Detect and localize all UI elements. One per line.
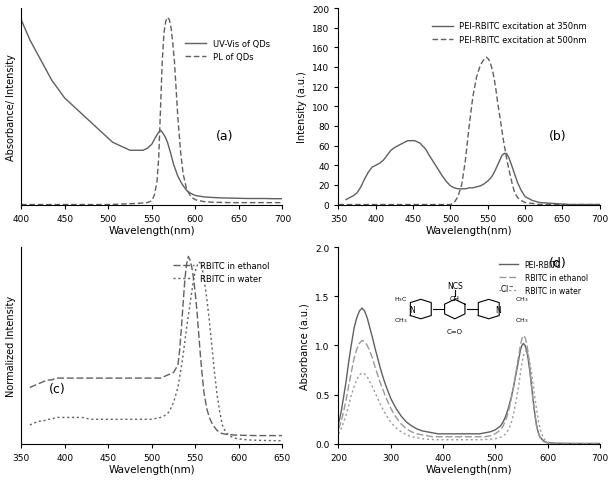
Y-axis label: Absorbance (a.u.): Absorbance (a.u.): [300, 302, 309, 389]
X-axis label: Wavelength(nm): Wavelength(nm): [426, 465, 513, 474]
Legend: PEI-RBITC, RBITC in ethanol, RBITC in water: PEI-RBITC, RBITC in ethanol, RBITC in wa…: [496, 257, 591, 298]
Legend: RBITC in ethanol, RBITC in water: RBITC in ethanol, RBITC in water: [169, 258, 273, 287]
X-axis label: Wavelength(nm): Wavelength(nm): [109, 465, 195, 474]
Y-axis label: Normalized Intensity: Normalized Intensity: [6, 295, 15, 396]
Text: (a): (a): [216, 130, 234, 143]
Y-axis label: Absorbance/ Intensity: Absorbance/ Intensity: [6, 54, 15, 160]
Legend: UV-Vis of QDs, PL of QDs: UV-Vis of QDs, PL of QDs: [182, 37, 273, 65]
Text: (b): (b): [549, 130, 567, 143]
X-axis label: Wavelength(nm): Wavelength(nm): [426, 226, 513, 236]
Legend: PEI-RBITC excitation at 350nm, PEI-RBITC excitation at 500nm: PEI-RBITC excitation at 350nm, PEI-RBITC…: [429, 19, 591, 48]
Text: (c): (c): [49, 383, 66, 396]
Y-axis label: Intensity (a.u.): Intensity (a.u.): [297, 71, 306, 143]
X-axis label: Wavelength(nm): Wavelength(nm): [109, 226, 195, 236]
Text: (d): (d): [549, 257, 567, 270]
